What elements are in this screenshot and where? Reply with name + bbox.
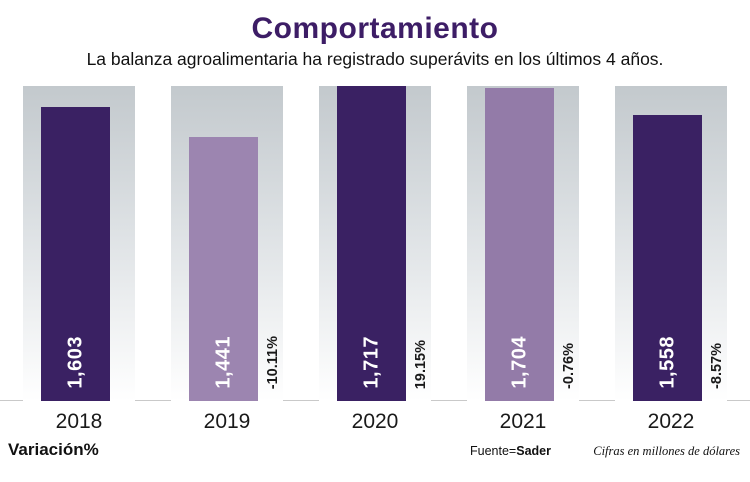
bar-variation-label: -0.76% xyxy=(560,343,577,389)
bar-value-label: 1,441 xyxy=(212,336,235,389)
bar-2019: 1,441 xyxy=(188,136,259,401)
bar-value-label: 1,558 xyxy=(656,336,679,389)
bar-value-label: 1,717 xyxy=(360,336,383,389)
bar-group-2018: 1,603 xyxy=(23,86,135,401)
chart-footer: Variación% Fuente=Sader Cifras en millon… xyxy=(0,436,750,472)
bar-2020: 1,717 xyxy=(336,86,407,401)
bar-group-2020: 1,717 19.15% xyxy=(319,86,431,401)
bar-value-label: 1,603 xyxy=(64,336,87,389)
bar-group-2021: 1,704 -0.76% xyxy=(467,86,579,401)
x-axis-label-2019: 2019 xyxy=(203,410,251,433)
variation-axis-label: Variación% xyxy=(8,440,99,459)
bar-chart: 1,603 1,441 -10.11% 1,717 19.15% 1,704 -0.76% 1… xyxy=(0,86,750,401)
bar-variation-label: -10.11% xyxy=(264,335,281,389)
bar-2022: 1,558 xyxy=(632,115,703,401)
chart-title: Comportamiento xyxy=(251,12,499,45)
bar-2018: 1,603 xyxy=(40,106,111,401)
units-note: Cifras en millones de dólares xyxy=(593,444,740,458)
bar-variation-label: 19.15% xyxy=(412,339,429,389)
chart-subtitle: La balanza agroalimentaria ha registrado… xyxy=(86,49,664,69)
source-prefix: Fuente xyxy=(470,444,509,458)
bar-value-label: 1,704 xyxy=(508,336,531,389)
bar-2021: 1,704 xyxy=(484,88,555,401)
bar-group-2022: 1,558 -8.57% xyxy=(615,86,727,401)
x-axis-label-2020: 2020 xyxy=(351,410,399,433)
x-axis-label-2021: 2021 xyxy=(499,410,547,433)
bar-group-2019: 1,441 -10.11% xyxy=(171,86,283,401)
bar-variation-label: -8.57% xyxy=(708,343,725,389)
source-name: Sader xyxy=(516,444,551,458)
source-credit: Fuente=Sader xyxy=(470,444,551,458)
x-axis: 2018 2019 2020 2021 2022 xyxy=(0,401,750,434)
source-separator: = xyxy=(508,444,517,458)
x-axis-label-2022: 2022 xyxy=(647,410,695,433)
x-axis-label-2018: 2018 xyxy=(55,410,103,433)
